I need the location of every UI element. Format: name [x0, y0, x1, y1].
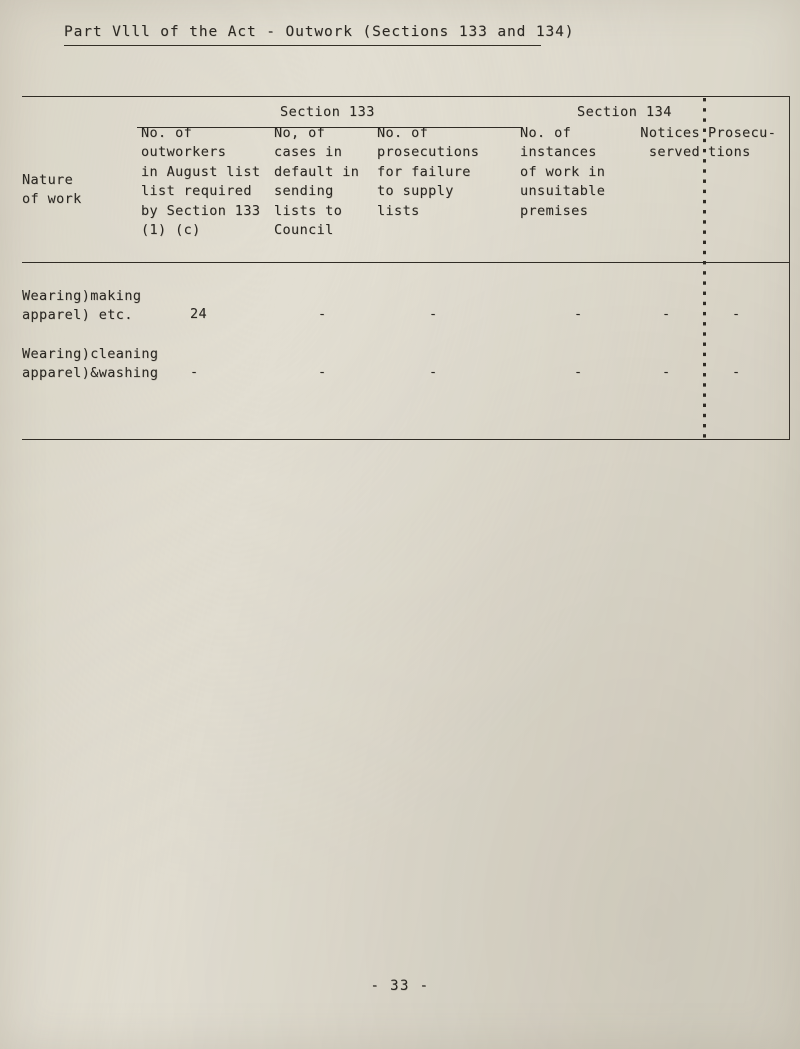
cell-r2-outworkers: - [190, 364, 199, 380]
column-header-outworkers-in-august-list: No. of outworkers in August list list re… [141, 125, 261, 239]
dotted-column-divider [703, 98, 706, 438]
cell-r2-instances-premises: - [574, 364, 583, 380]
table-header-body-divider [22, 262, 790, 263]
group-header-section-133: Section 133 [280, 104, 375, 120]
column-header-instances-unsuitable-premises: No. of instances of work in unsuitable p… [520, 125, 606, 219]
column-header-cases-in-default: No, of cases in default in sending lists… [274, 125, 360, 239]
cell-r1-notices-served: - [662, 306, 671, 322]
page-number: - 33 - [370, 978, 430, 994]
cell-r2-notices-served: - [662, 364, 671, 380]
table-top-rule [22, 96, 790, 97]
cell-r2-prosecutions: - [732, 364, 741, 380]
cell-r1-outworkers: 24 [190, 306, 208, 322]
column-header-prosecutions: Prosecu- tions [708, 125, 777, 161]
column-header-notices-served: Notices served [640, 125, 700, 161]
cell-r1-prosecutions: - [732, 306, 741, 322]
table-right-border [789, 96, 790, 440]
column-header-nature-of-work: Nature of work [22, 172, 82, 208]
outwork-statistics-table: Section 133 Section 134 Nature of work N… [22, 96, 790, 440]
title-underline [64, 45, 541, 46]
table-row: Wearing)cleaning apparel)&washing [22, 346, 159, 382]
cell-r2-prosecutions-lists: - [429, 364, 438, 380]
cell-r1-cases-in-default: - [318, 306, 327, 322]
cell-r1-instances-premises: - [574, 306, 583, 322]
table-bottom-rule [22, 439, 790, 440]
cell-r1-prosecutions-lists: - [429, 306, 438, 322]
table-row: Wearing)making apparel) etc. [22, 288, 142, 324]
section-133-span-rule [137, 127, 522, 128]
cell-r2-cases-in-default: - [318, 364, 327, 380]
page-title: Part Vlll of the Act - Outwork (Sections… [64, 24, 575, 40]
column-header-prosecutions-failure-supply-lists: No. of prosecutions for failure to suppl… [377, 125, 480, 219]
group-header-section-134: Section 134 [577, 104, 672, 120]
table-body: Wearing)making apparel) etc. 24 - - - - … [22, 262, 790, 439]
